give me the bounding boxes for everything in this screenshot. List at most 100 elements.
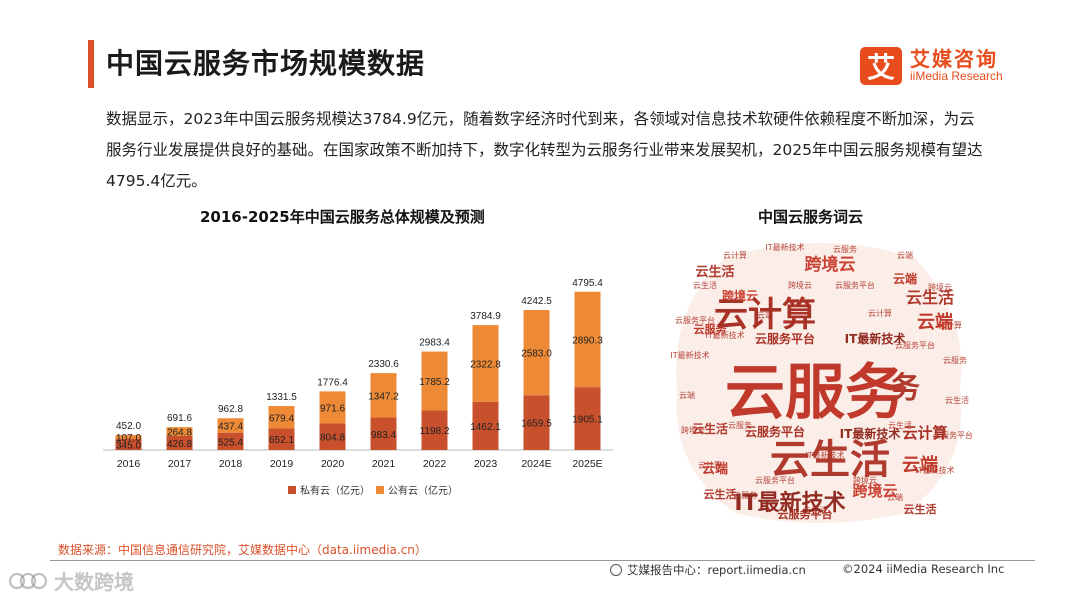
total-label-2023: 3784.9 [470, 311, 501, 322]
word-cloud-word: 云服务平台 [933, 430, 973, 440]
word-cloud-word: 云端 [897, 250, 913, 260]
word-cloud-word: 云计算 [698, 460, 722, 470]
data-label-private-2016: 345.0 [116, 440, 141, 451]
data-label-public-2019: 679.4 [269, 413, 294, 424]
bar-public-2025E [574, 291, 601, 388]
x-tick-2024E: 2024E [521, 458, 551, 470]
bar-private-2016 [115, 438, 142, 450]
total-label-2021: 2330.6 [368, 359, 399, 370]
word-cloud-word: 跨境云 [852, 482, 897, 500]
x-tick-2025E: 2025E [572, 458, 602, 470]
word-cloud-word: 跨境云 [853, 475, 877, 485]
data-label-private-2019: 652.1 [269, 435, 294, 446]
data-label-private-2021: 983.4 [371, 430, 396, 441]
legend-label-public: 公有云（亿元） [388, 484, 458, 497]
word-cloud-word: 跨境云 [681, 425, 705, 435]
word-cloud-word: 云计算 [714, 295, 816, 335]
word-cloud-word: 云生活 [888, 420, 912, 430]
bar-public-2019 [268, 406, 295, 429]
total-label-2018: 962.8 [218, 404, 243, 415]
data-label-public-2018: 437.4 [218, 421, 243, 432]
legend-label-private: 私有云（亿元） [300, 484, 370, 497]
word-cloud-word: 云生活 [704, 487, 737, 501]
word-cloud-word: 云计算 [723, 250, 747, 260]
word-cloud-word: 云端 [902, 455, 938, 476]
x-tick-2016: 2016 [117, 458, 141, 470]
bar-public-2024E [523, 309, 550, 396]
footer-copyright: ©2024 iiMedia Research Inc [842, 562, 1005, 576]
word-cloud-word: 云生活 [906, 288, 954, 307]
logo-en-text: iiMedia Research [910, 69, 1003, 84]
word-cloud-word: 云生活 [693, 280, 717, 290]
word-cloud-word: 云服务 [728, 420, 752, 430]
word-cloud-word: 云生活 [803, 505, 827, 515]
x-tick-2017: 2017 [168, 458, 192, 470]
word-cloud-word: 云生活 [945, 395, 969, 405]
word-cloud-word: IT最新技术 [915, 465, 954, 475]
x-tick-2022: 2022 [423, 458, 447, 470]
total-label-2020: 1776.4 [317, 377, 348, 388]
watermark-logo-icon [8, 572, 48, 589]
word-cloud-word: 云服务 [725, 358, 905, 428]
footer-divider [50, 560, 1035, 561]
x-tick-2018: 2018 [219, 458, 243, 470]
word-cloud-word: 云生活 [695, 264, 734, 280]
word-cloud-word: IT最新技术 [840, 426, 901, 441]
word-cloud-word: 务 [890, 371, 920, 406]
word-cloud-word: IT最新技术 [845, 331, 906, 346]
title-accent-bar [88, 40, 94, 88]
watermark-text: 大数跨境 [54, 570, 134, 594]
legend-swatch-public [376, 486, 384, 494]
logo-mark-icon: 艾 [860, 47, 902, 85]
total-label-2016: 452.0 [116, 421, 141, 432]
total-label-2017: 691.6 [167, 413, 192, 424]
word-cloud-word: 云服务 [833, 244, 857, 254]
word-cloud-word: 跨境云 [722, 288, 758, 303]
page-title: 中国云服务市场规模数据 [106, 47, 426, 80]
description-paragraph: 数据显示，2023年中国云服务规模达3784.9亿元，随着数字经济时代到来，各领… [106, 110, 983, 190]
x-tick-2019: 2019 [270, 458, 294, 470]
x-tick-2023: 2023 [474, 458, 498, 470]
word-cloud-word: 云生活 [692, 421, 728, 436]
word-cloud-word: IT最新技术 [705, 330, 744, 340]
total-label-2019: 1331.5 [266, 392, 297, 403]
data-label-public-2023: 2322.8 [470, 359, 501, 370]
word-cloud-word: 云生活 [904, 502, 937, 516]
x-tick-2021: 2021 [372, 458, 396, 470]
bar-private-2022 [421, 410, 448, 450]
word-cloud-word: 云服务 [943, 355, 967, 365]
data-label-public-2016: 107.0 [116, 433, 141, 444]
word-cloud-word: 云计算 [938, 320, 962, 330]
data-label-private-2024E: 1659.5 [521, 419, 552, 430]
x-tick-2020: 2020 [321, 458, 345, 470]
word-cloud-word: 跨境云 [805, 254, 856, 275]
word-cloud-word: IT最新技术 [670, 350, 709, 360]
globe-icon [610, 564, 622, 576]
footer-report-text: 艾媒报告中心：report.iimedia.cn [627, 563, 806, 577]
word-cloud-word: 云服务平台 [778, 507, 833, 521]
legend-swatch-private [288, 486, 296, 494]
word-cloud-word: 云服务平台 [895, 340, 935, 350]
word-cloud-word: 云端 [757, 310, 773, 320]
data-label-private-2020: 804.8 [320, 433, 345, 444]
total-label-2025E: 4795.4 [572, 278, 603, 289]
data-label-private-2022: 1198.2 [420, 426, 450, 437]
word-cloud-word: 云端 [917, 312, 953, 333]
data-label-public-2025E: 2890.3 [572, 335, 603, 346]
data-label-private-2017: 426.8 [167, 439, 192, 450]
iimedia-logo: 艾 艾媒咨询 iiMedia Research [860, 46, 1003, 86]
data-label-private-2025E: 1905.1 [572, 415, 603, 426]
word-cloud-word: 云服务平台 [675, 315, 715, 325]
word-cloud-shape [676, 243, 962, 523]
word-cloud-word: 云端 [679, 390, 695, 400]
bar-private-2019 [268, 428, 295, 450]
bar-private-2020 [319, 423, 346, 450]
data-label-private-2018: 525.4 [218, 437, 243, 448]
word-cloud-word: 云端 [893, 271, 917, 286]
bar-public-2017 [166, 427, 193, 436]
word-cloud-word: 云服务平台 [835, 280, 875, 290]
bar-public-2020 [319, 391, 346, 424]
wordcloud-title: 中国云服务词云 [758, 208, 864, 226]
